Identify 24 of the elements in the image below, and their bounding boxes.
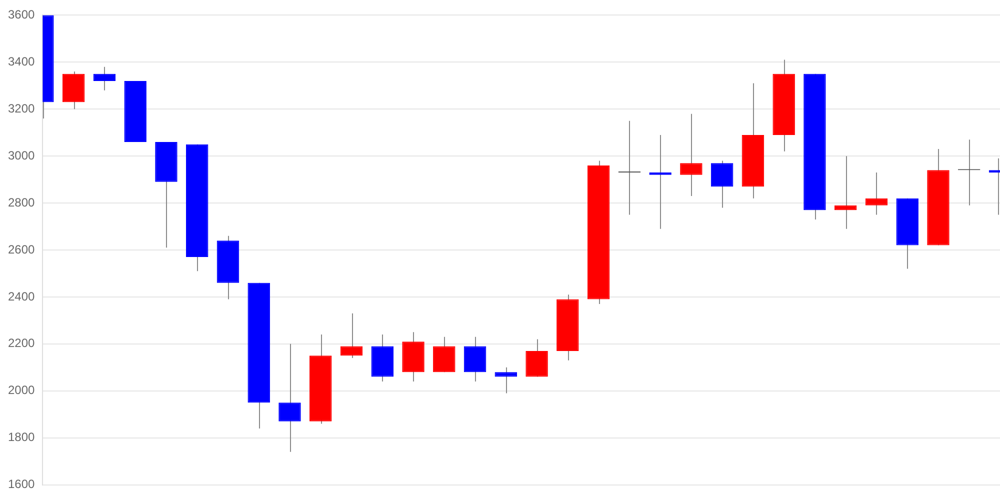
y-tick-label: 3600 [8, 8, 36, 22]
y-tick-label: 1800 [8, 430, 36, 444]
candlestick [278, 343, 301, 452]
candlestick [865, 172, 888, 216]
candlestick [710, 160, 734, 208]
y-tick-label: 2600 [8, 242, 36, 256]
candlestick [340, 312, 363, 359]
y-tick-label: 2200 [8, 336, 36, 350]
y-tick-label: 2800 [8, 195, 36, 210]
candlestick [526, 338, 548, 378]
y-tick-label: 2400 [8, 289, 36, 304]
candlestick [649, 134, 672, 230]
y-tick-label: 3400 [8, 54, 36, 68]
candlestick [464, 336, 486, 382]
y-tick-label: 3200 [8, 101, 36, 116]
y-tick-label: 2000 [8, 383, 36, 398]
candlestick [834, 156, 857, 230]
y-tick-label: 3000 [8, 148, 36, 162]
candlestick [433, 336, 456, 373]
candlestick [618, 120, 641, 216]
candlestick [494, 366, 518, 394]
candlestick [680, 113, 702, 196]
candlestick [93, 66, 116, 91]
y-tick-label: 1600 [8, 477, 36, 492]
